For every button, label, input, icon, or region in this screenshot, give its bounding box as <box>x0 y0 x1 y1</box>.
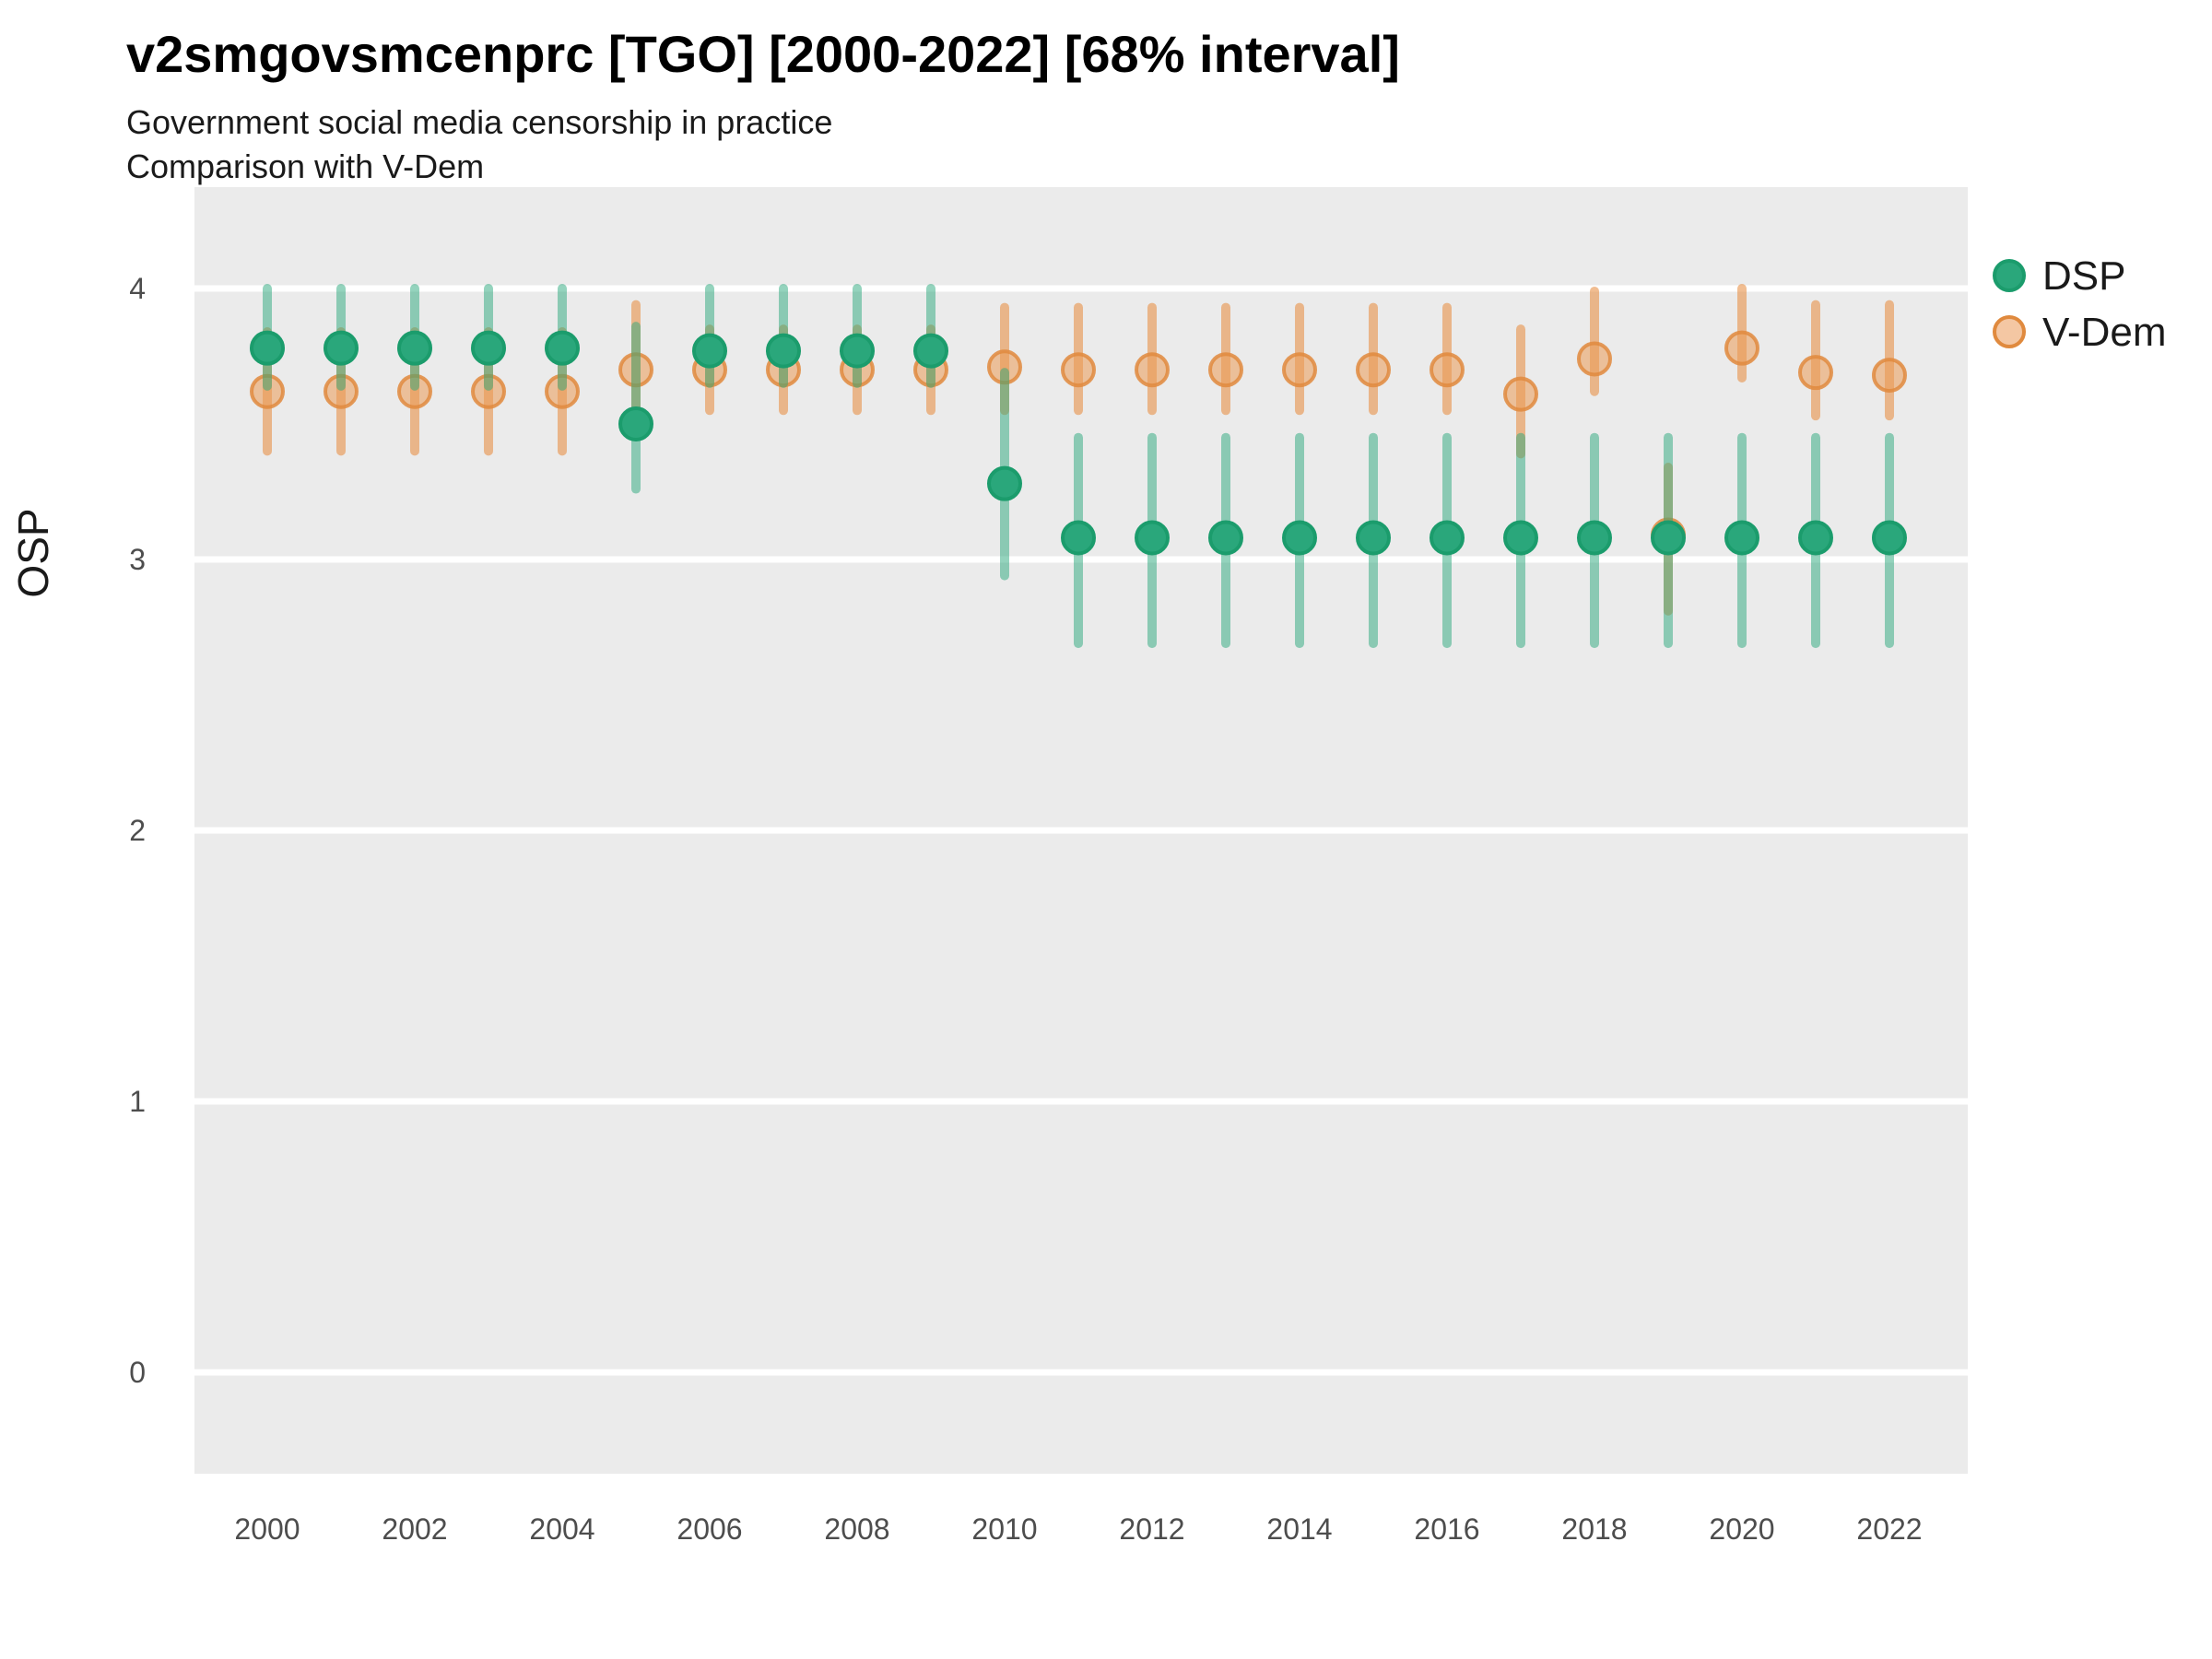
dsp-point-2000 <box>250 330 285 366</box>
chart-subtitle: Government social media censorship in pr… <box>126 103 832 141</box>
dsp-point-2005 <box>618 406 653 441</box>
data-layer <box>250 284 1907 649</box>
y-tick-label-4: 4 <box>129 272 146 305</box>
x-tick-label-2018: 2018 <box>1561 1512 1627 1546</box>
dsp-point-2009 <box>913 333 948 369</box>
dsp-point-2017 <box>1503 520 1538 556</box>
x-tick-label-2022: 2022 <box>1856 1512 1922 1546</box>
y-tick-label-1: 1 <box>129 1085 146 1118</box>
dsp-point-2020 <box>1724 520 1759 556</box>
y-tick-label-3: 3 <box>129 543 146 576</box>
x-tick-label-2020: 2020 <box>1709 1512 1774 1546</box>
legend-label-v-dem: V-Dem <box>2042 310 2166 355</box>
chart-title: v2smgovsmcenprc [TGO] [2000-2022] [68% i… <box>126 25 1400 83</box>
vdem-point-2016 <box>1430 352 1465 388</box>
dsp-point-2015 <box>1356 520 1391 556</box>
y-axis-title: OSP <box>9 508 57 597</box>
x-tick-labels: 2000 2002 2004 2006 2008 2010 2012 2014 2016 2018… <box>234 1512 1922 1546</box>
legend-label-dsp: DSP <box>2042 253 2125 299</box>
x-tick-label-2004: 2004 <box>529 1512 594 1546</box>
vdem-point-2022 <box>1872 358 1907 394</box>
vdem-point-2020 <box>1724 330 1759 366</box>
dsp-point-2019 <box>1651 520 1686 556</box>
dsp-point-2014 <box>1282 520 1317 556</box>
x-tick-label-2010: 2010 <box>971 1512 1037 1546</box>
y-tick-label-0: 0 <box>129 1356 146 1389</box>
x-tick-label-2014: 2014 <box>1266 1512 1332 1546</box>
x-tick-label-2008: 2008 <box>824 1512 889 1546</box>
dsp-point-2003 <box>471 330 506 366</box>
vdem-point-2014 <box>1282 352 1317 388</box>
dsp-point-2012 <box>1135 520 1170 556</box>
legend: DSP V-Dem <box>1993 253 2166 355</box>
x-tick-label-2002: 2002 <box>382 1512 447 1546</box>
dsp-point-2001 <box>324 330 359 366</box>
x-tick-label-2000: 2000 <box>234 1512 300 1546</box>
dsp-point-2004 <box>545 330 580 366</box>
dsp-point-2021 <box>1798 520 1833 556</box>
dsp-point-2008 <box>840 333 875 369</box>
x-tick-label-2006: 2006 <box>677 1512 742 1546</box>
vdem-point-2012 <box>1135 352 1170 388</box>
y-tick-label-2: 2 <box>129 814 146 847</box>
vdem-point-2018 <box>1577 341 1612 377</box>
vdem-point-2011 <box>1061 352 1096 388</box>
dsp-point-2010 <box>987 465 1022 501</box>
vdem-point-2021 <box>1798 355 1833 391</box>
dsp-point-2011 <box>1061 520 1096 556</box>
vdem-point-2017 <box>1503 376 1538 412</box>
dsp-point-2006 <box>692 333 727 369</box>
dsp-point-2022 <box>1872 520 1907 556</box>
dsp-point-2016 <box>1430 520 1465 556</box>
legend-key-dsp <box>1993 259 2026 292</box>
dsp-point-2007 <box>766 333 801 369</box>
x-tick-label-2012: 2012 <box>1119 1512 1184 1546</box>
dsp-point-2013 <box>1208 520 1243 556</box>
vdem-point-2013 <box>1208 352 1243 388</box>
legend-key-v-dem <box>1993 315 2026 348</box>
chart-subtitle-line2: Comparison with V-Dem <box>126 147 484 185</box>
vdem-point-2015 <box>1356 352 1391 388</box>
x-tick-label-2016: 2016 <box>1414 1512 1479 1546</box>
dsp-point-2018 <box>1577 520 1612 556</box>
dsp-point-2002 <box>397 330 432 366</box>
y-tick-labels: 0 1 2 3 4 <box>129 272 146 1389</box>
